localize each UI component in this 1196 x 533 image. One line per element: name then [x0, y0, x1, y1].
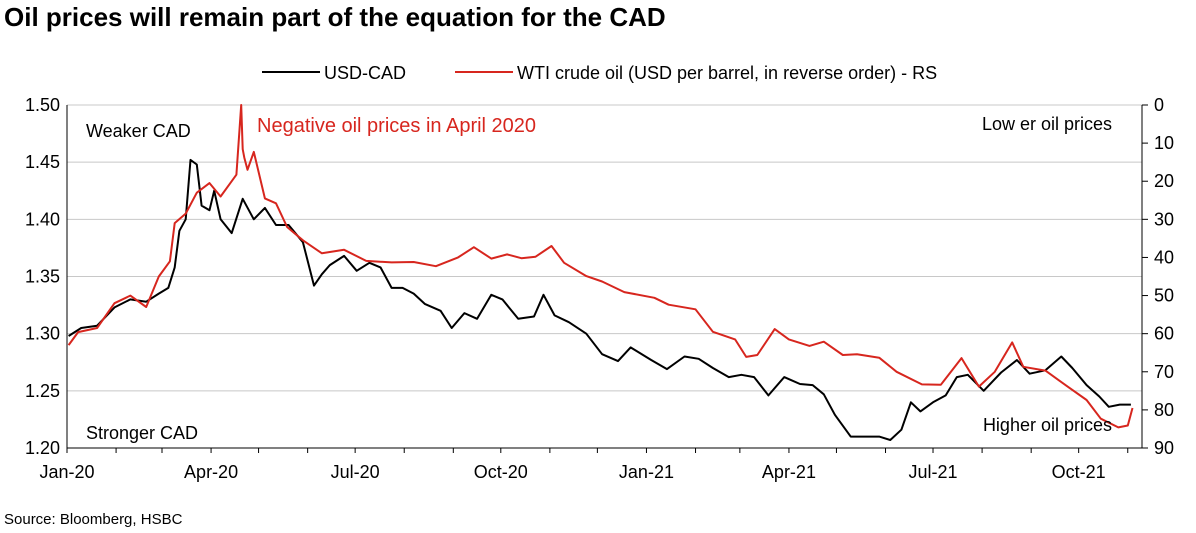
- x-tick-label: Apr-20: [184, 462, 238, 482]
- left-y-tick-label: 1.50: [25, 95, 60, 115]
- left-y-tick-label: 1.25: [25, 381, 60, 401]
- axes: [66, 105, 1143, 449]
- right-y-tick-label: 40: [1154, 247, 1174, 267]
- right-y-tick-label: 60: [1154, 324, 1174, 344]
- left-y-tick-label: 1.30: [25, 324, 60, 344]
- annotation-lower-oil: Low er oil prices: [982, 114, 1112, 134]
- chart-title: Oil prices will remain part of the equat…: [4, 2, 666, 32]
- x-tick-label: Jan-21: [619, 462, 674, 482]
- source-note: Source: Bloomberg, HSBC: [4, 511, 183, 528]
- legend-label-usd-cad: USD-CAD: [324, 63, 406, 83]
- annotation-higher-oil: Higher oil prices: [983, 415, 1112, 435]
- right-y-tick-label: 90: [1154, 438, 1174, 458]
- series-lines: [67, 104, 1134, 441]
- annotation-stronger-cad: Stronger CAD: [86, 423, 198, 443]
- left-y-tick-label: 1.45: [25, 152, 60, 172]
- x-tick-label: Apr-21: [762, 462, 816, 482]
- left-y-tick-label: 1.35: [25, 267, 60, 287]
- right-y-tick-label: 80: [1154, 400, 1174, 420]
- x-tick-label: Jul-20: [331, 462, 380, 482]
- left-y-tick-label: 1.40: [25, 209, 60, 229]
- legend: USD-CAD WTI crude oil (USD per barrel, in…: [262, 63, 937, 83]
- left-y-tick-label: 1.20: [25, 438, 60, 458]
- x-tick-label: Jan-20: [39, 462, 94, 482]
- left-y-axis: 1.20 1.25 1.30 1.35 1.40 1.45 1.50: [25, 95, 60, 458]
- legend-label-wti: WTI crude oil (USD per barrel, in revers…: [517, 63, 937, 83]
- usd-cad-line: [68, 158, 1131, 441]
- x-tick-label: Oct-21: [1052, 462, 1106, 482]
- annotation-negative-oil: Negative oil prices in April 2020: [257, 115, 536, 137]
- right-y-tick-label: 30: [1154, 209, 1174, 229]
- wti-oil-line: [67, 104, 1134, 429]
- annotation-weaker-cad: Weaker CAD: [86, 121, 191, 141]
- x-axis: Jan-20 Apr-20 Jul-20 Oct-20 Jan-21 Apr-21 Jul-…: [39, 448, 1129, 482]
- x-tick-label: Jul-21: [909, 462, 958, 482]
- right-y-tick-label: 70: [1154, 362, 1174, 382]
- gridlines: [67, 104, 1142, 392]
- right-y-tick-label: 50: [1154, 286, 1174, 306]
- x-tick-label: Oct-20: [474, 462, 528, 482]
- right-y-tick-label: 10: [1154, 133, 1174, 153]
- right-y-tick-label: 20: [1154, 171, 1174, 191]
- right-y-tick-label: 0: [1154, 95, 1164, 115]
- annotations: Weaker CAD Stronger CAD Low er oil prices H…: [86, 114, 1112, 443]
- right-y-axis: 0 10 20 30 40 50 60 70 80 90: [1142, 95, 1174, 458]
